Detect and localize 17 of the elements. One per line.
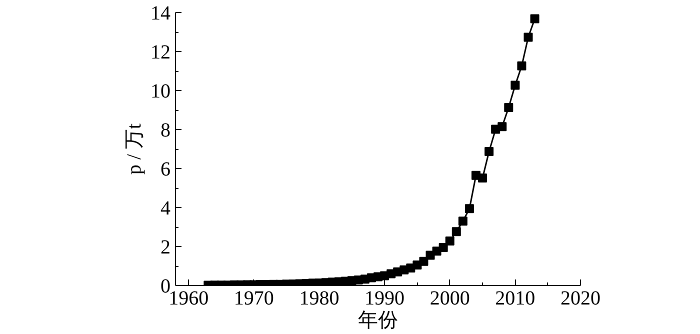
y-tick-label: 12	[150, 42, 170, 64]
x-axis-title: 年份	[358, 310, 398, 332]
y-tick-label: 6	[160, 158, 170, 180]
y-tick-label: 8	[160, 120, 170, 142]
x-tick-label: 1980	[299, 288, 340, 310]
x-tick-label: 2000	[430, 288, 470, 310]
x-tick-label: 1970	[234, 288, 274, 310]
y-tick-label: 4	[160, 198, 170, 220]
x-tick-label: 2020	[560, 288, 600, 310]
x-tick-label: 2010	[495, 288, 536, 310]
y-tick-label: 10	[150, 80, 170, 102]
y-tick-label: 0	[160, 276, 170, 298]
y-tick-label: 2	[160, 236, 170, 258]
x-tick-label: 1960	[168, 288, 209, 310]
y-tick-label: 14	[150, 2, 170, 24]
x-tick-label: 1990	[364, 288, 405, 310]
y-axis-title: p / 万t	[124, 123, 146, 175]
